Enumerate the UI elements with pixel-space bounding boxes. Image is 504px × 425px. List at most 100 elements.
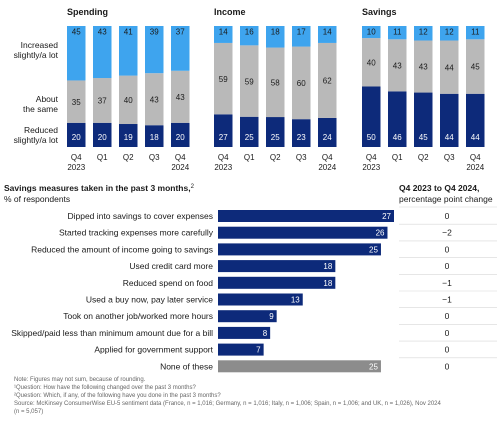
x-tick-label: Q4 bbox=[218, 153, 229, 162]
bar-segment-same bbox=[388, 39, 407, 92]
measures-title: Savings measures taken in the past 3 mon… bbox=[4, 183, 195, 193]
measure-label: Used a buy now, pay later service bbox=[86, 295, 213, 305]
bar-segment-increased bbox=[388, 26, 407, 40]
stacked-chart-spending: Spending203545Q42023203743Q1194041Q21843… bbox=[67, 7, 190, 172]
measure-label: Reduced the amount of income going to sa… bbox=[31, 244, 213, 254]
bar-value-label: 14 bbox=[219, 28, 228, 37]
bar-segment-increased bbox=[266, 26, 285, 48]
x-tick-label: Q4 bbox=[71, 153, 82, 162]
bar-value-label: 45 bbox=[471, 63, 480, 72]
bar-segment-same bbox=[318, 42, 337, 118]
measure-change: 0 bbox=[445, 261, 450, 271]
bar-value-label: 43 bbox=[393, 62, 402, 71]
bar-segment-increased bbox=[318, 26, 337, 43]
bar-value-label: 20 bbox=[176, 133, 185, 142]
change-header-subtitle: percentage point change bbox=[399, 194, 493, 204]
bar-segment-same bbox=[119, 75, 138, 125]
measure-change: 0 bbox=[445, 244, 450, 254]
x-tick-label: 2024 bbox=[466, 163, 484, 172]
bar-value-label: 12 bbox=[419, 28, 428, 37]
bar-value-label: 11 bbox=[393, 28, 402, 37]
measure-bar bbox=[218, 260, 336, 273]
bar-value-label: 40 bbox=[124, 96, 133, 105]
measure-bar bbox=[218, 243, 381, 256]
measure-value: 18 bbox=[323, 262, 332, 271]
bar-value-label: 46 bbox=[393, 133, 402, 142]
bar-value-label: 44 bbox=[445, 63, 454, 72]
bar-value-label: 17 bbox=[297, 28, 306, 37]
x-tick-label: Q1 bbox=[392, 153, 403, 162]
bar-value-label: 14 bbox=[323, 28, 332, 37]
x-tick-label: Q1 bbox=[97, 153, 108, 162]
bar-value-label: 18 bbox=[150, 133, 159, 142]
bar-value-label: 25 bbox=[245, 133, 254, 142]
measure-bar bbox=[218, 310, 277, 323]
x-tick-label: Q4 bbox=[175, 153, 186, 162]
x-tick-label: Q3 bbox=[149, 153, 160, 162]
bar-segment-increased bbox=[145, 26, 164, 74]
measure-label: Dipped into savings to cover expenses bbox=[67, 211, 213, 221]
measure-value: 18 bbox=[323, 279, 332, 288]
measure-value: 26 bbox=[376, 229, 385, 238]
bar-segment-reduced bbox=[318, 117, 337, 147]
bar-value-label: 19 bbox=[124, 133, 133, 142]
x-tick-label: 2023 bbox=[214, 163, 232, 172]
bar-segment-same bbox=[266, 47, 285, 118]
bar-value-label: 62 bbox=[323, 77, 332, 86]
bar-value-label: 20 bbox=[72, 133, 81, 142]
stacked-chart-income: Income275914Q42023255916Q1255818Q2236017… bbox=[214, 7, 337, 172]
bar-segment-same bbox=[440, 40, 459, 94]
x-tick-label: Q4 bbox=[366, 153, 377, 162]
measure-row: Used a buy now, pay later service 13 −1 bbox=[86, 290, 497, 306]
x-tick-label: 2023 bbox=[67, 163, 85, 172]
bar-value-label: 43 bbox=[176, 93, 185, 102]
bar-value-label: 43 bbox=[150, 95, 159, 104]
bar-value-label: 45 bbox=[419, 133, 428, 142]
bar-value-label: 44 bbox=[445, 133, 454, 142]
bar-segment-reduced bbox=[171, 122, 190, 147]
measure-label: Started tracking expenses more carefully bbox=[59, 228, 214, 238]
x-tick-label: Q2 bbox=[418, 153, 429, 162]
measure-value: 9 bbox=[269, 312, 274, 321]
bar-segment-increased bbox=[240, 26, 259, 46]
bar-segment-reduced bbox=[214, 114, 233, 147]
bar-segment-reduced bbox=[145, 125, 164, 147]
measure-label: Took on another job/worked more hours bbox=[63, 311, 213, 321]
bar-segment-reduced bbox=[119, 124, 138, 147]
bar-segment-increased bbox=[292, 26, 311, 47]
row-label-reduced: slightly/a lot bbox=[14, 135, 59, 145]
bar-value-label: 60 bbox=[297, 79, 306, 88]
bar-segment-reduced bbox=[266, 117, 285, 147]
bar-segment-increased bbox=[67, 26, 86, 81]
bar-segment-same bbox=[240, 45, 259, 117]
bar-segment-increased bbox=[214, 26, 233, 43]
bar-segment-reduced bbox=[292, 119, 311, 147]
bar-segment-reduced bbox=[440, 93, 459, 147]
bar-segment-same bbox=[171, 70, 190, 123]
bar-value-label: 40 bbox=[367, 59, 376, 68]
measure-bar bbox=[218, 293, 303, 306]
measure-value: 8 bbox=[263, 329, 268, 338]
x-tick-label: Q3 bbox=[444, 153, 455, 162]
measure-value: 25 bbox=[369, 245, 378, 254]
x-tick-label: Q4 bbox=[470, 153, 481, 162]
bar-value-label: 39 bbox=[150, 28, 159, 37]
measure-row: Used credit card more 18 0 bbox=[129, 257, 497, 273]
bar-segment-same bbox=[466, 39, 485, 94]
bar-value-label: 50 bbox=[367, 133, 376, 142]
measures-subtitle: % of respondents bbox=[4, 194, 70, 204]
bar-segment-reduced bbox=[67, 122, 86, 147]
measure-value: 7 bbox=[256, 346, 261, 355]
bar-segment-reduced bbox=[362, 86, 381, 147]
savings-measures-chart: Savings measures taken in the past 3 mon… bbox=[4, 183, 497, 373]
bar-value-label: 45 bbox=[72, 28, 81, 37]
footnote-line: (n = 5,057) bbox=[14, 409, 43, 415]
stacked-chart-savings: Savings504010Q42023464311Q1454312Q244441… bbox=[362, 7, 485, 172]
x-tick-label: Q3 bbox=[296, 153, 307, 162]
bar-value-label: 59 bbox=[245, 77, 254, 86]
bar-value-label: 41 bbox=[124, 28, 133, 37]
measure-change: 0 bbox=[445, 211, 450, 221]
bar-segment-increased bbox=[171, 26, 190, 71]
bar-segment-same bbox=[145, 73, 164, 126]
